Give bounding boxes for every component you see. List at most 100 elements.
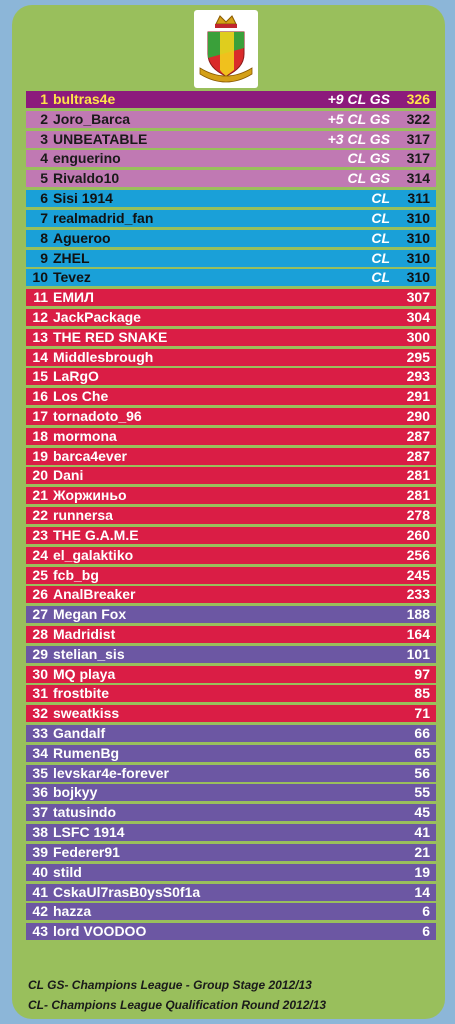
table-row: 32 sweatkiss 71 bbox=[26, 705, 436, 723]
rank: 19 bbox=[32, 447, 48, 464]
points: 295 bbox=[406, 348, 430, 365]
table-row: 15 LaRgO 293 bbox=[26, 368, 436, 386]
table-row: 20 Dani 281 bbox=[26, 467, 436, 485]
table-row: 42 hazza 6 bbox=[26, 903, 436, 921]
points: 45 bbox=[414, 804, 430, 821]
table-row: 3 UNBEATABLE +3 CL GS 317 bbox=[26, 130, 436, 148]
player-name: ЕМИЛ bbox=[53, 289, 94, 306]
rank: 2 bbox=[40, 110, 48, 127]
points: 65 bbox=[414, 744, 430, 761]
table-row: 25 fcb_bg 245 bbox=[26, 566, 436, 584]
rank: 34 bbox=[32, 744, 48, 761]
rank: 15 bbox=[32, 368, 48, 385]
rank: 30 bbox=[32, 665, 48, 682]
points: 290 bbox=[406, 408, 430, 424]
points: 310 bbox=[406, 229, 430, 246]
points: 260 bbox=[406, 526, 430, 543]
rank: 28 bbox=[32, 625, 48, 642]
player-name: RumenBg bbox=[53, 744, 120, 761]
rank: 38 bbox=[32, 824, 48, 841]
points: 6 bbox=[422, 923, 430, 940]
qualification-badge: CL bbox=[371, 209, 390, 226]
table-row: 1 bultras4e +9 CL GS 326 bbox=[26, 91, 436, 108]
points: 310 bbox=[406, 209, 430, 226]
points: 326 bbox=[406, 91, 430, 107]
player-name: Rivaldo10 bbox=[53, 170, 120, 187]
player-name: bultras4e bbox=[53, 91, 116, 107]
player-name: realmadrid_fan bbox=[53, 209, 154, 226]
rank: 36 bbox=[32, 784, 48, 801]
rank: 5 bbox=[40, 170, 48, 187]
points: 322 bbox=[406, 110, 430, 127]
table-row: 23 THE G.A.M.E 260 bbox=[26, 526, 436, 544]
points: 71 bbox=[414, 705, 430, 722]
table-row: 13 THE RED SNAKE 300 bbox=[26, 328, 436, 346]
points: 300 bbox=[406, 328, 430, 345]
table-row: 6 Sisi 1914 CL 311 bbox=[26, 190, 436, 208]
qualification-badge: CL bbox=[371, 249, 390, 266]
points: 287 bbox=[406, 447, 430, 464]
rank: 16 bbox=[32, 388, 48, 405]
player-name: enguerino bbox=[53, 150, 121, 167]
player-name: stild bbox=[53, 863, 82, 880]
points: 164 bbox=[406, 625, 430, 642]
table-row: 29 stelian_sis 101 bbox=[26, 645, 436, 663]
rank: 14 bbox=[32, 348, 48, 365]
rank: 41 bbox=[32, 883, 48, 900]
player-name: tatusindo bbox=[53, 804, 116, 821]
rank: 35 bbox=[32, 764, 48, 781]
table-row: 28 Madridist 164 bbox=[26, 625, 436, 643]
player-name: lord VOODOO bbox=[53, 923, 147, 940]
player-name: LaRgO bbox=[53, 368, 99, 385]
points: 281 bbox=[406, 487, 430, 504]
points: 19 bbox=[414, 863, 430, 880]
points: 310 bbox=[406, 269, 430, 286]
player-name: Sisi 1914 bbox=[53, 190, 113, 207]
rank: 40 bbox=[32, 863, 48, 880]
rank: 4 bbox=[40, 150, 48, 167]
table-row: 35 levskar4e-forever 56 bbox=[26, 764, 436, 782]
player-name: ZHEL bbox=[53, 249, 90, 266]
qualification-badge: CL bbox=[371, 269, 390, 286]
rank: 3 bbox=[40, 130, 48, 147]
points: 278 bbox=[406, 507, 430, 524]
rank: 7 bbox=[40, 209, 48, 226]
rank: 37 bbox=[32, 804, 48, 821]
points: 97 bbox=[414, 665, 430, 682]
points: 66 bbox=[414, 725, 430, 741]
table-row: 30 MQ playa 97 bbox=[26, 665, 436, 683]
points: 304 bbox=[406, 308, 430, 325]
rank: 24 bbox=[32, 546, 48, 563]
rank: 13 bbox=[32, 328, 48, 345]
player-name: Жоржиньо bbox=[53, 487, 127, 504]
table-row: 43 lord VOODOO 6 bbox=[26, 923, 436, 941]
table-row: 27 Megan Fox 188 bbox=[26, 606, 436, 624]
points: 55 bbox=[414, 784, 430, 801]
player-name: Megan Fox bbox=[53, 606, 127, 623]
rank: 27 bbox=[32, 606, 48, 623]
points: 85 bbox=[414, 685, 430, 702]
player-name: Middlesbrough bbox=[53, 348, 154, 365]
player-name: Joro_Barca bbox=[53, 110, 131, 127]
rank: 32 bbox=[32, 705, 48, 722]
rank: 11 bbox=[33, 289, 48, 306]
table-row: 4 enguerino CL GS 317 bbox=[26, 150, 436, 168]
table-row: 31 frostbite 85 bbox=[26, 685, 436, 703]
table-row: 21 Жоржиньо 281 bbox=[26, 487, 436, 505]
points: 314 bbox=[406, 170, 430, 187]
points: 293 bbox=[406, 368, 430, 385]
table-row: 17 tornadoto_96 290 bbox=[26, 408, 436, 425]
points: 21 bbox=[414, 843, 430, 860]
points: 281 bbox=[406, 467, 430, 484]
points: 41 bbox=[414, 824, 430, 841]
table-row: 26 AnalBreaker 233 bbox=[26, 586, 436, 604]
points: 14 bbox=[414, 883, 430, 900]
table-row: 22 runnersa 278 bbox=[26, 507, 436, 525]
points: 188 bbox=[406, 606, 430, 623]
rank: 9 bbox=[40, 249, 48, 266]
player-name: barca4ever bbox=[53, 447, 127, 464]
rank: 20 bbox=[32, 467, 48, 484]
player-name: MQ playa bbox=[53, 665, 116, 682]
qualification-badge: +9 CL GS bbox=[327, 91, 390, 107]
player-name: AnalBreaker bbox=[53, 586, 136, 603]
